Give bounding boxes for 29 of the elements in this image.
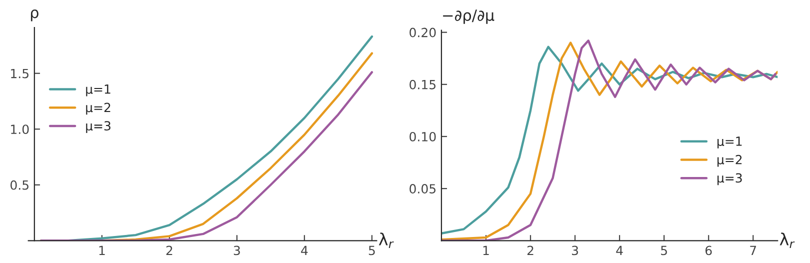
x-tick-label: 1 [483, 246, 489, 256]
y-tick-label: 1.0 [11, 124, 29, 134]
y-tick-label: 0.05 [410, 184, 436, 194]
legend-label: μ=3 [718, 173, 742, 186]
x-tick-label: 1 [99, 246, 105, 256]
x-tick-label: 5 [368, 246, 375, 256]
legend-label: μ=2 [86, 102, 110, 115]
x-tick-label: 3 [572, 246, 578, 256]
legend-label: μ=3 [86, 121, 110, 133]
x-tick-label: 7 [750, 246, 756, 256]
legend-label: μ=1 [718, 136, 742, 148]
x-axis-title: λ$_{r}$ [378, 232, 394, 248]
x-tick-label: 4 [301, 246, 308, 256]
y-tick-label: 0.5 [10, 180, 28, 190]
y-tick-label: 0.20 [410, 28, 436, 38]
x-tick-label: 3 [234, 246, 240, 256]
y-tick-label: 1.5 [11, 68, 28, 78]
x-axis-title: λ$_{r}$ [780, 232, 795, 248]
x-tick-label: 6 [705, 246, 712, 256]
legend-label: μ=1 [86, 84, 110, 96]
y-axis-title: ρ [30, 9, 38, 22]
x-tick-label: 2 [166, 246, 172, 256]
x-tick-label: 2 [527, 246, 534, 256]
x-tick-label: 4 [616, 246, 623, 256]
y-axis-title: −∂ρ/∂μ [443, 10, 494, 24]
y-tick-label: 0.15 [410, 80, 436, 90]
legend-label: μ=2 [718, 154, 742, 167]
x-tick-label: 5 [661, 246, 667, 256]
y-tick-label: 0.10 [410, 132, 436, 142]
